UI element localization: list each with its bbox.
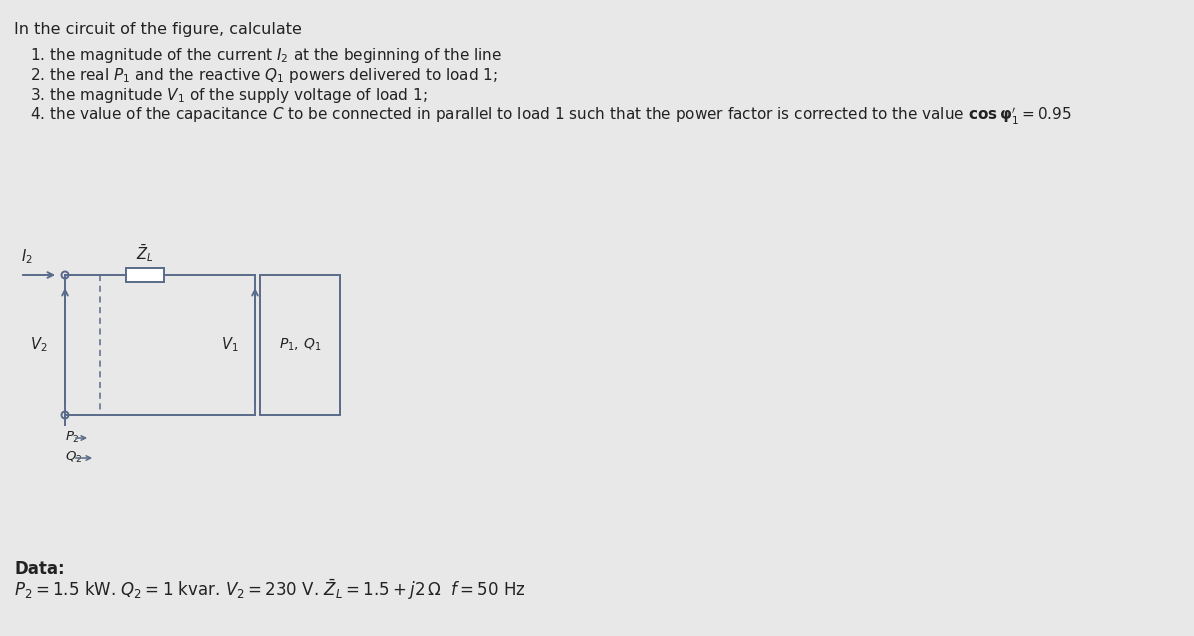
Text: $Q_2$: $Q_2$ — [64, 450, 82, 465]
Text: $I_2$: $I_2$ — [21, 247, 32, 266]
Text: $V_1$: $V_1$ — [222, 336, 239, 354]
Text: $P_2 = 1.5$ kW. $Q_2 = 1$ kvar. $V_2 = 230$ V. $\bar{Z}_L = 1.5 + j2\,\Omega$  $: $P_2 = 1.5$ kW. $Q_2 = 1$ kvar. $V_2 = 2… — [14, 578, 525, 602]
Text: 3. the magnitude $\mathit{V}_1$ of the supply voltage of load 1;: 3. the magnitude $\mathit{V}_1$ of the s… — [30, 86, 427, 105]
Text: $P_1,\, Q_1$: $P_1,\, Q_1$ — [278, 337, 321, 353]
Text: $\bar{Z}_L$: $\bar{Z}_L$ — [136, 242, 154, 264]
Bar — [127, 268, 164, 282]
Text: $P_2$: $P_2$ — [64, 430, 80, 445]
Text: In the circuit of the figure, calculate: In the circuit of the figure, calculate — [14, 22, 302, 37]
Text: 1. the magnitude of the current $\mathit{I}_2$ at the beginning of the line: 1. the magnitude of the current $\mathit… — [30, 46, 501, 65]
Text: 4. the value of the capacitance $\mathit{C}$ to be connected in parallel to load: 4. the value of the capacitance $\mathit… — [30, 106, 1072, 127]
Text: 2. the real $\mathit{P}_1$ and the reactive $\mathit{Q}_1$ powers delivered to l: 2. the real $\mathit{P}_1$ and the react… — [30, 66, 498, 85]
Text: Data:: Data: — [14, 560, 64, 578]
Text: $V_2$: $V_2$ — [30, 336, 47, 354]
Bar — [260, 275, 340, 415]
